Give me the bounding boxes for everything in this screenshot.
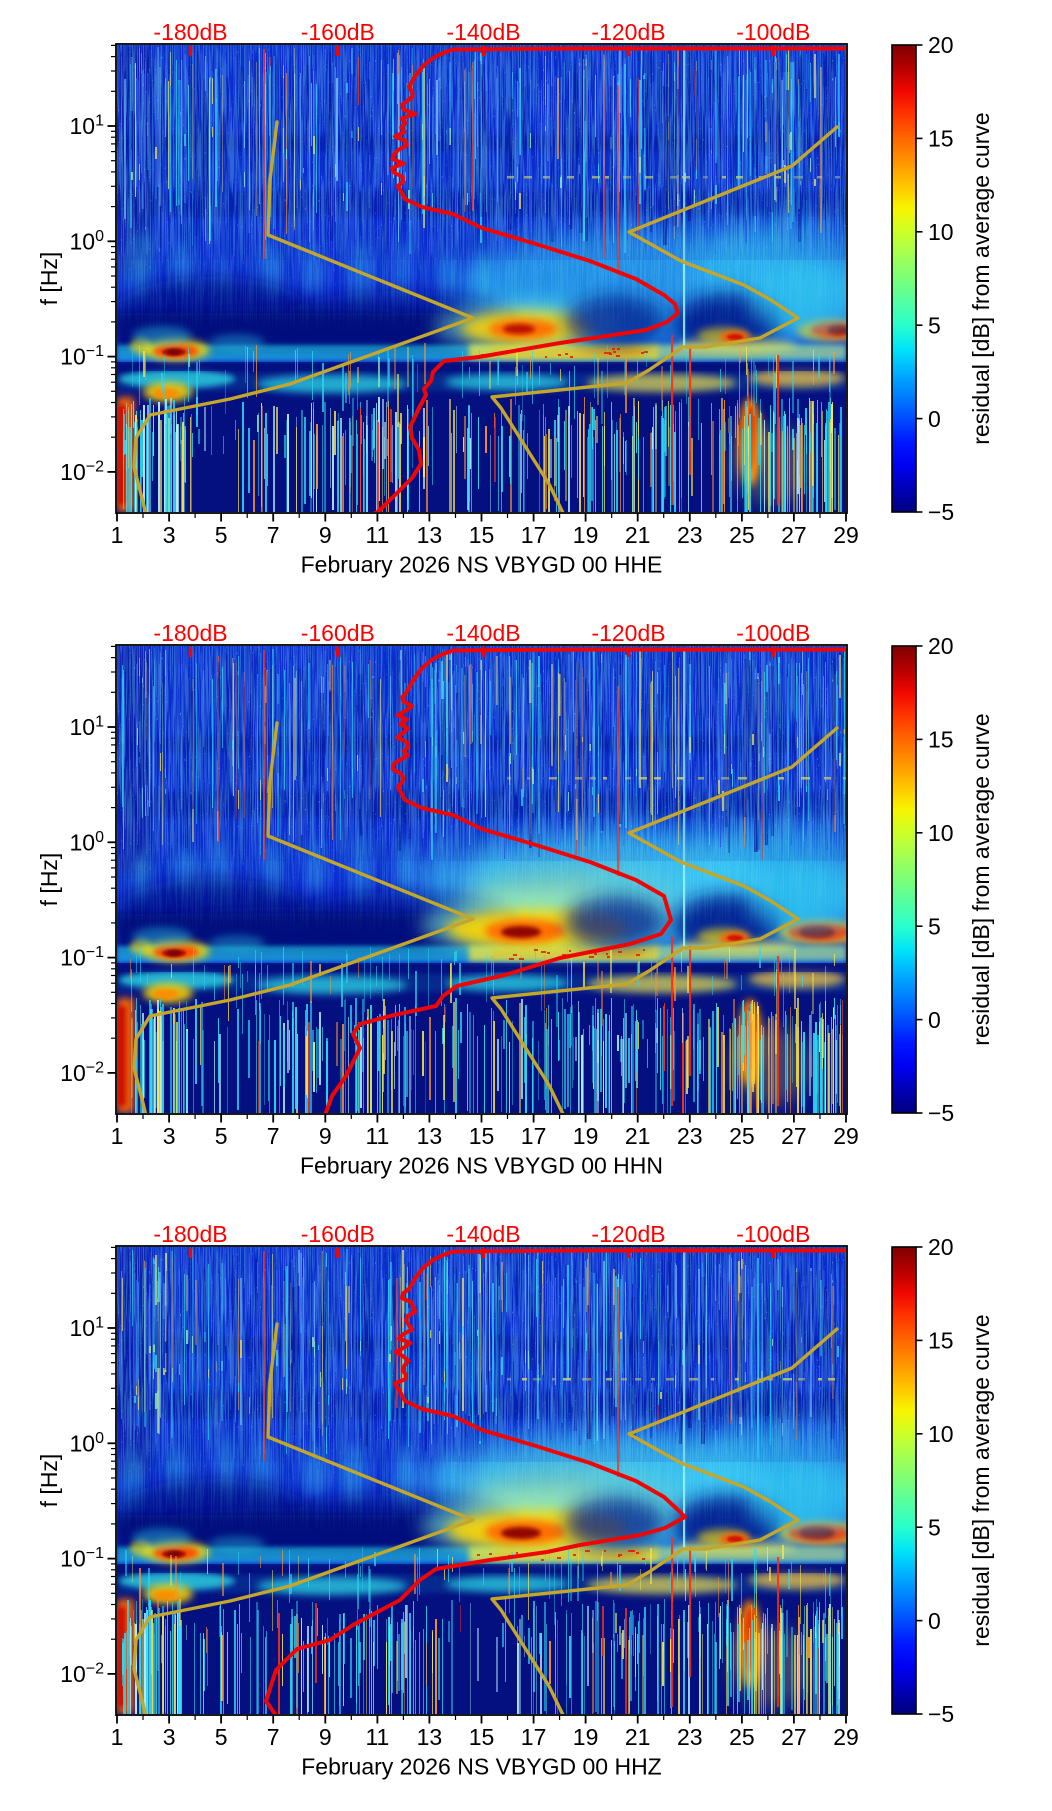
- svg-text:residual [dB] from average cur: residual [dB] from average curve: [968, 713, 994, 1045]
- svg-text:5: 5: [215, 522, 228, 548]
- svg-text:3: 3: [163, 522, 176, 548]
- svg-text:19: 19: [573, 522, 599, 548]
- svg-text:15: 15: [928, 1328, 954, 1354]
- svg-text:0: 0: [928, 1608, 941, 1634]
- svg-text:-160dB: -160dB: [301, 620, 375, 646]
- svg-text:f [Hz]: f [Hz]: [36, 1454, 62, 1508]
- svg-text:9: 9: [319, 1123, 332, 1149]
- svg-text:f [Hz]: f [Hz]: [36, 853, 62, 907]
- svg-text:17: 17: [521, 1123, 547, 1149]
- svg-text:7: 7: [267, 1123, 280, 1149]
- svg-text:1: 1: [111, 522, 124, 548]
- svg-text:-140dB: -140dB: [446, 1221, 520, 1247]
- svg-text:29: 29: [833, 1724, 859, 1750]
- svg-text:0: 0: [928, 1007, 941, 1033]
- svg-text:7: 7: [267, 1724, 280, 1750]
- svg-text:3: 3: [163, 1123, 176, 1149]
- svg-text:11: 11: [365, 522, 389, 548]
- svg-text:23: 23: [677, 1123, 703, 1149]
- svg-text:f [Hz]: f [Hz]: [36, 252, 62, 306]
- svg-text:27: 27: [781, 522, 807, 548]
- svg-text:15: 15: [469, 522, 495, 548]
- svg-text:15: 15: [928, 126, 954, 152]
- svg-text:-180dB: -180dB: [153, 1221, 227, 1247]
- svg-text:25: 25: [729, 522, 755, 548]
- svg-text:-140dB: -140dB: [446, 19, 520, 45]
- svg-text:-120dB: -120dB: [591, 1221, 665, 1247]
- svg-text:9: 9: [319, 1724, 332, 1750]
- svg-text:residual [dB] from average cur: residual [dB] from average curve: [968, 112, 994, 444]
- svg-text:-100dB: -100dB: [736, 1221, 810, 1247]
- svg-text:−5: −5: [928, 499, 954, 525]
- svg-text:17: 17: [521, 1724, 547, 1750]
- svg-text:7: 7: [267, 522, 280, 548]
- svg-text:25: 25: [729, 1724, 755, 1750]
- svg-text:13: 13: [417, 1123, 443, 1149]
- svg-text:27: 27: [781, 1724, 807, 1750]
- svg-text:-120dB: -120dB: [591, 19, 665, 45]
- svg-text:11: 11: [365, 1724, 389, 1750]
- svg-text:-160dB: -160dB: [301, 19, 375, 45]
- svg-text:11: 11: [365, 1123, 389, 1149]
- svg-text:-160dB: -160dB: [301, 1221, 375, 1247]
- svg-text:5: 5: [928, 1514, 941, 1540]
- svg-text:10−1: 10−1: [60, 944, 104, 971]
- svg-text:20: 20: [928, 32, 954, 58]
- svg-text:5: 5: [928, 913, 941, 939]
- svg-text:−5: −5: [928, 1100, 954, 1126]
- svg-text:-100dB: -100dB: [736, 19, 810, 45]
- svg-text:February 2026 NS VBYGD 00 HHE: February 2026 NS VBYGD 00 HHE: [301, 552, 663, 578]
- svg-text:19: 19: [573, 1724, 599, 1750]
- svg-text:17: 17: [521, 522, 547, 548]
- svg-text:9: 9: [319, 522, 332, 548]
- svg-text:21: 21: [625, 1724, 651, 1750]
- svg-text:1: 1: [111, 1123, 124, 1149]
- svg-text:21: 21: [625, 1123, 651, 1149]
- svg-text:5: 5: [928, 312, 941, 338]
- svg-text:February 2026 NS VBYGD 00 HHN: February 2026 NS VBYGD 00 HHN: [300, 1153, 663, 1179]
- svg-text:10: 10: [928, 820, 954, 846]
- svg-text:15: 15: [469, 1123, 495, 1149]
- svg-text:23: 23: [677, 1724, 703, 1750]
- svg-text:23: 23: [677, 522, 703, 548]
- svg-text:15: 15: [469, 1724, 495, 1750]
- svg-text:21: 21: [625, 522, 651, 548]
- svg-text:−5: −5: [928, 1701, 954, 1727]
- svg-text:13: 13: [417, 1724, 443, 1750]
- svg-text:3: 3: [163, 1724, 176, 1750]
- svg-text:10: 10: [928, 1421, 954, 1447]
- svg-text:-180dB: -180dB: [153, 19, 227, 45]
- svg-text:0: 0: [928, 406, 941, 432]
- svg-text:20: 20: [928, 633, 954, 659]
- svg-text:27: 27: [781, 1123, 807, 1149]
- svg-text:February 2026 NS VBYGD 00 HHZ: February 2026 NS VBYGD 00 HHZ: [301, 1754, 661, 1780]
- svg-text:20: 20: [928, 1234, 954, 1260]
- svg-text:19: 19: [573, 1123, 599, 1149]
- svg-text:13: 13: [417, 522, 443, 548]
- svg-text:1: 1: [111, 1724, 124, 1750]
- svg-text:25: 25: [729, 1123, 755, 1149]
- svg-text:5: 5: [215, 1123, 228, 1149]
- svg-text:10: 10: [928, 219, 954, 245]
- svg-text:15: 15: [928, 727, 954, 753]
- svg-text:-120dB: -120dB: [591, 620, 665, 646]
- svg-text:29: 29: [833, 522, 859, 548]
- svg-text:-100dB: -100dB: [736, 620, 810, 646]
- svg-text:-180dB: -180dB: [153, 620, 227, 646]
- svg-text:-140dB: -140dB: [446, 620, 520, 646]
- svg-text:residual [dB] from average cur: residual [dB] from average curve: [968, 1314, 994, 1646]
- svg-text:5: 5: [215, 1724, 228, 1750]
- svg-text:29: 29: [833, 1123, 859, 1149]
